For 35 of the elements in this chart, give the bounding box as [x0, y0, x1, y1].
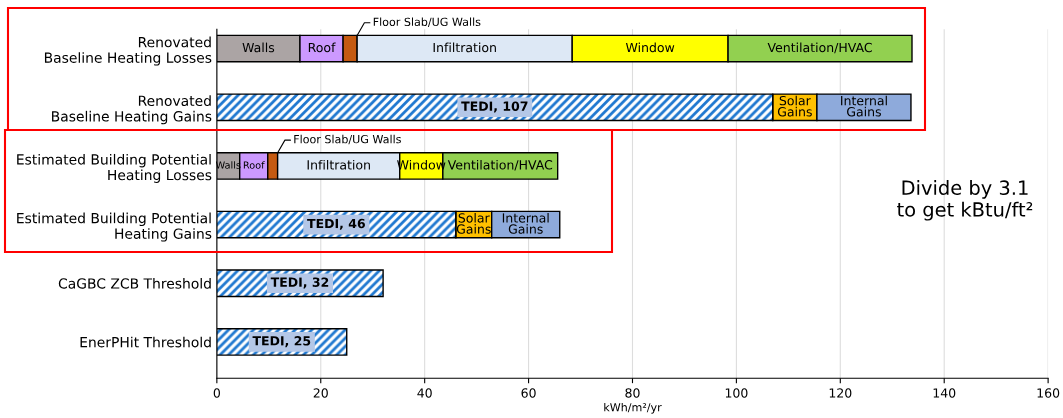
x-tick-label: 0	[213, 388, 220, 398]
x-tick-label: 120	[829, 388, 852, 398]
x-tick-label: 40	[417, 388, 432, 398]
series-label: Internal Gains	[502, 212, 549, 234]
series-label: Infiltration	[307, 159, 370, 170]
y-tick-label: Renovated Baseline Heating Gains	[52, 95, 212, 125]
text: Roof	[308, 42, 336, 53]
y-tick-label: Estimated Building Potential Heating Gains	[17, 212, 212, 242]
x-tick-label: 60	[521, 388, 536, 398]
y-tick-label: Renovated Baseline Heating Losses	[44, 36, 212, 66]
text: Solar Gains	[777, 95, 812, 117]
text: Window	[625, 42, 675, 53]
text: Ventilation/HVAC	[767, 42, 872, 54]
annotation: Floor Slab/UG Walls	[294, 134, 401, 145]
data-label: TEDI, 32	[270, 277, 329, 289]
x-tick-label: 20	[313, 388, 328, 398]
x-axis-title: kWh/m²/yr	[604, 402, 662, 414]
annotation: Divide by 3.1 to get kBtu/ft²	[897, 179, 1033, 221]
x-tick-label: 160	[1037, 388, 1060, 398]
y-tick-label: Estimated Building Potential Heating Losses	[17, 153, 212, 183]
x-tick-label: 140	[933, 388, 956, 398]
y-tick-label: CaGBC ZCB Threshold	[58, 277, 211, 289]
x-tick-label: 100	[725, 388, 748, 398]
y-tick-label: EnerPHit Threshold	[80, 336, 211, 348]
series-label: Ventilation/HVAC	[447, 159, 553, 171]
data-label: TEDI, 25	[252, 336, 311, 348]
text: Infiltration	[433, 42, 496, 53]
x-tick-label: 80	[625, 388, 640, 398]
annotation: Floor Slab/UG Walls	[373, 17, 481, 27]
series-label: Roof	[243, 161, 265, 169]
data-label: TEDI, 107	[461, 101, 528, 113]
text: Walls	[242, 42, 275, 53]
text: Internal Gains	[841, 95, 887, 117]
data-label: TEDI, 46	[307, 218, 365, 230]
series-label: Solar Gains	[456, 212, 491, 234]
